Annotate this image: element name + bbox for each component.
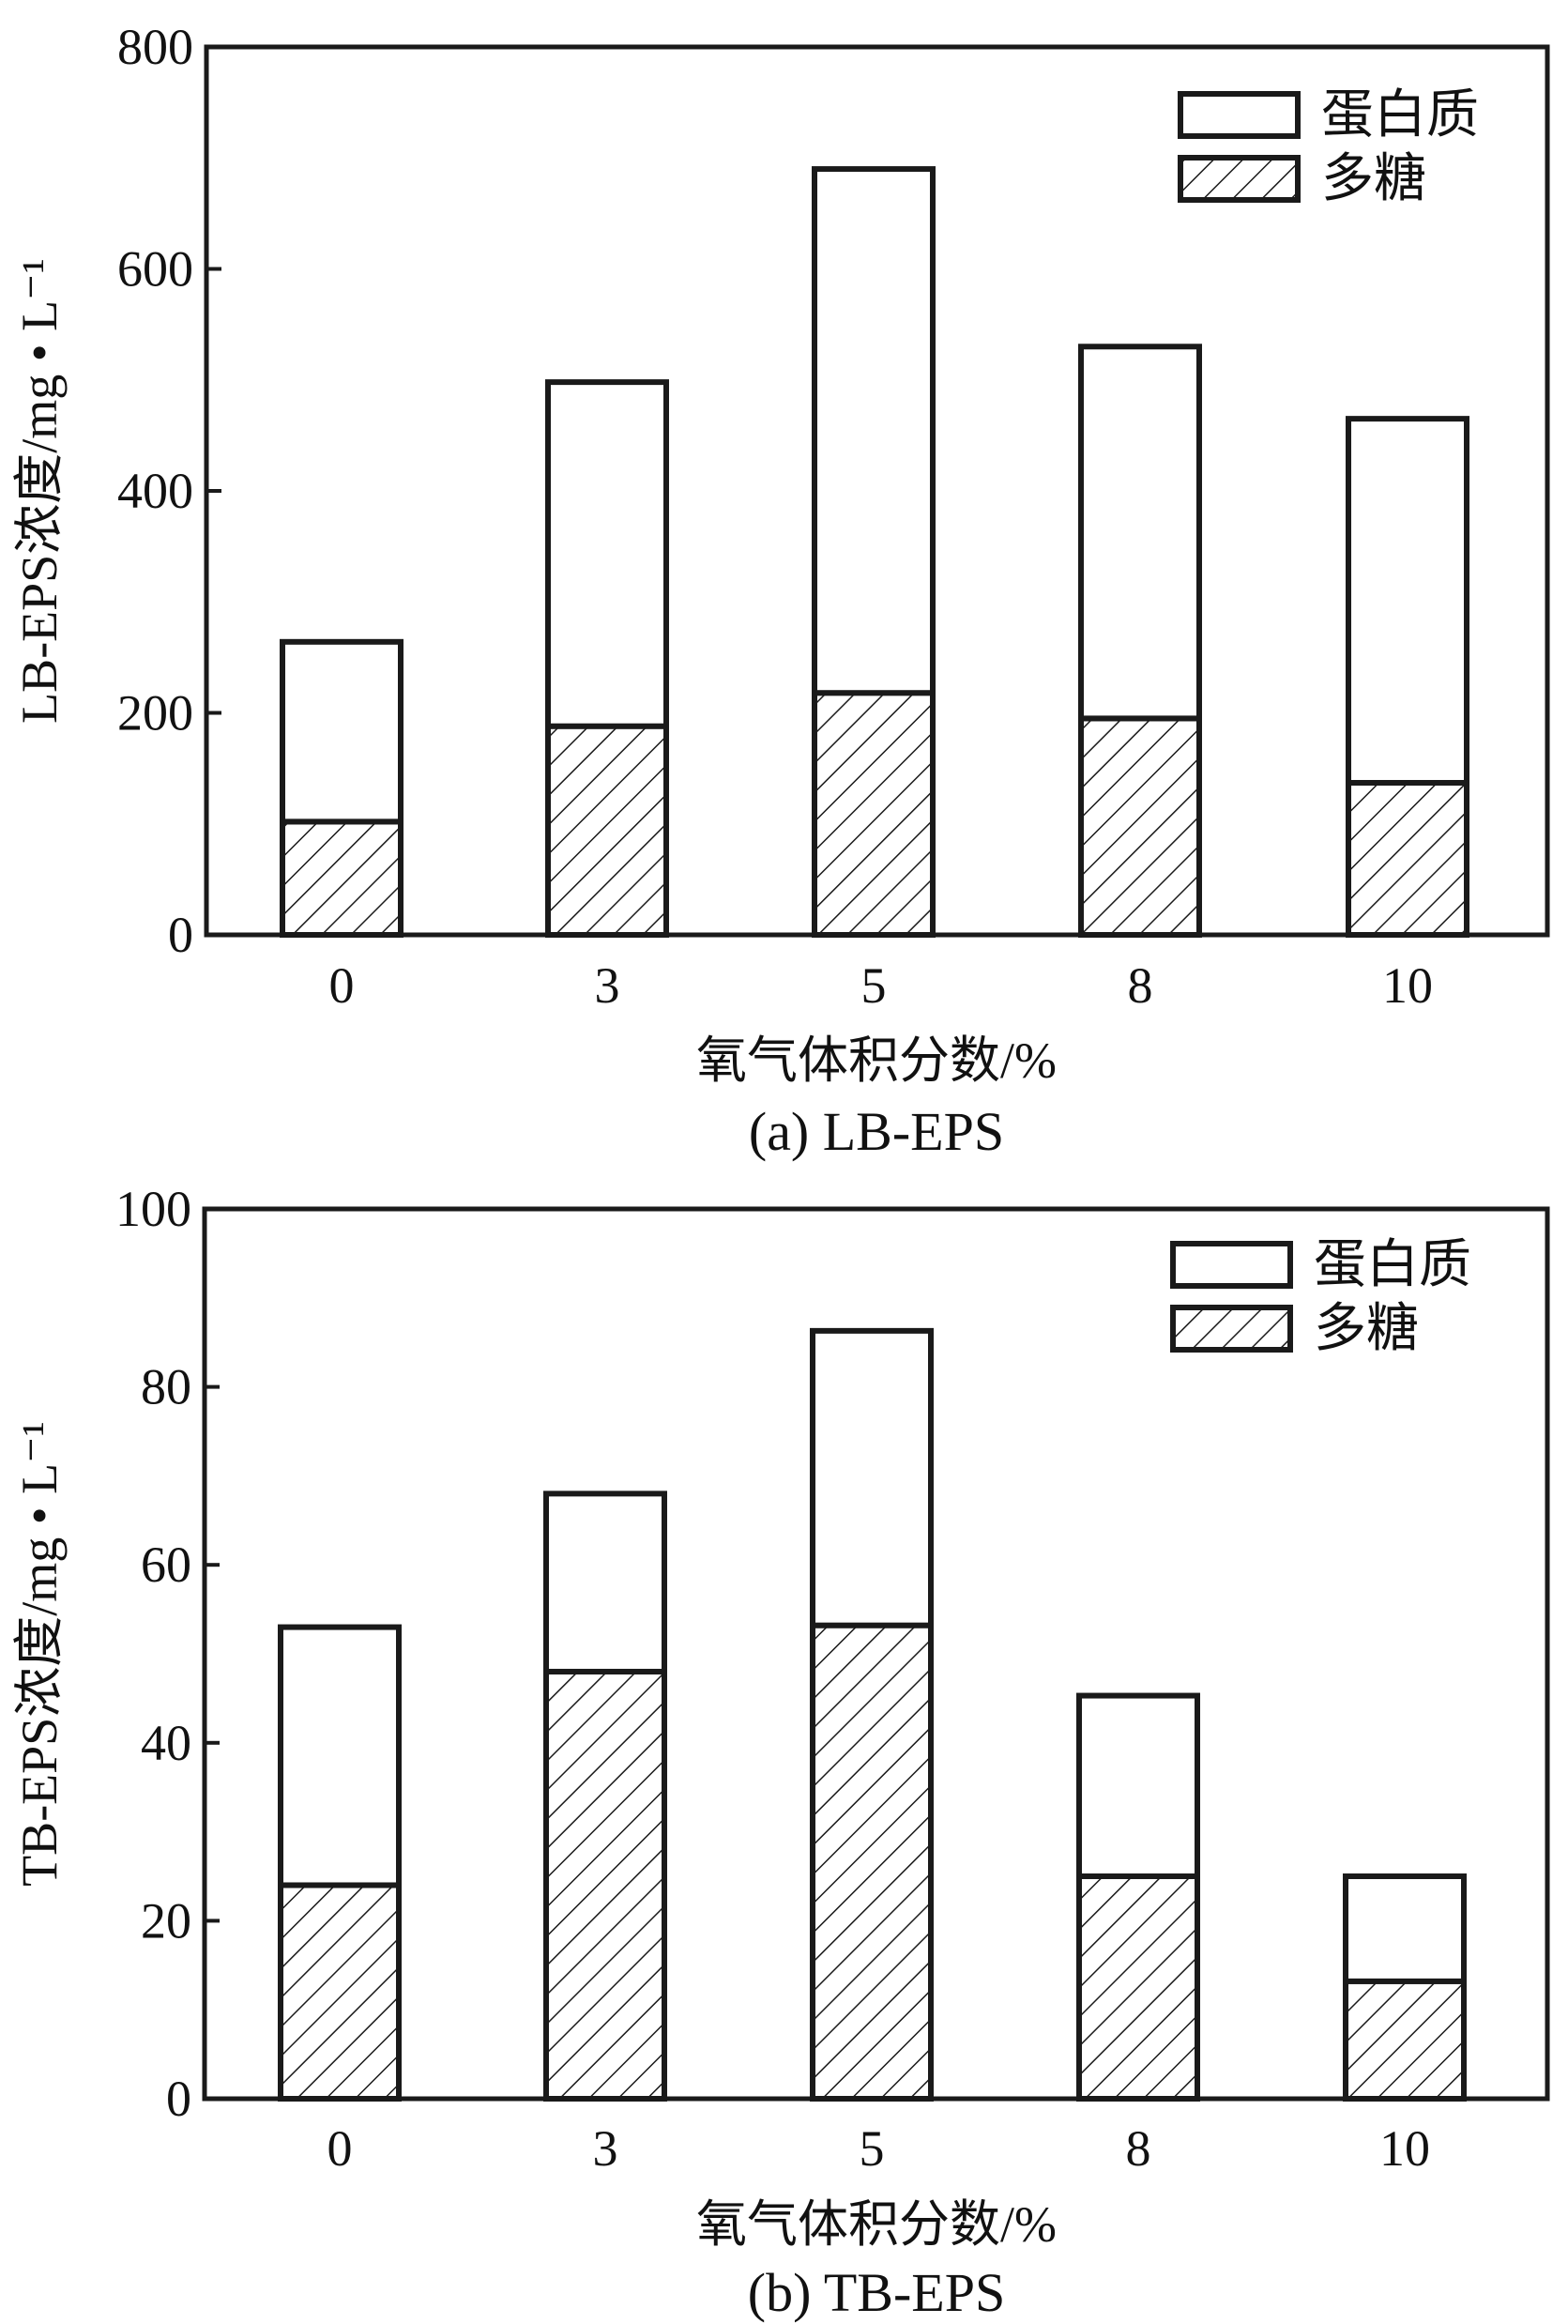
bars bbox=[278, 1327, 1467, 2102]
bar-polysaccharide bbox=[810, 1622, 934, 2102]
x-tick-label: 5 bbox=[860, 2120, 885, 2177]
x-tick-label: 3 bbox=[593, 2120, 618, 2177]
x-tick-label: 5 bbox=[861, 957, 887, 1014]
legend: 蛋白质 多糖 bbox=[1170, 1234, 1471, 1359]
bar-protein bbox=[1078, 344, 1202, 722]
y-axis: 0 200 400 600 800 bbox=[117, 19, 221, 963]
legend-swatch-polysaccharide bbox=[1178, 155, 1301, 203]
legend-label-protein: 蛋白质 bbox=[1314, 1234, 1471, 1295]
legend-label-polysaccharide: 多糖 bbox=[1321, 148, 1426, 209]
legend-swatch-protein bbox=[1178, 91, 1301, 139]
y-tick-label: 0 bbox=[166, 2071, 191, 2127]
chart-caption: (b) TB-EPS bbox=[748, 2262, 1005, 2323]
bar-protein bbox=[543, 1491, 667, 1674]
legend: 蛋白质 多糖 bbox=[1178, 84, 1479, 209]
x-tick-label: 8 bbox=[1128, 957, 1153, 1014]
bars bbox=[280, 166, 1469, 939]
bar-protein bbox=[812, 166, 936, 696]
chart-caption: (a) LB-EPS bbox=[749, 1101, 1004, 1162]
legend-label-protein: 蛋白质 bbox=[1321, 84, 1479, 145]
bar-polysaccharide bbox=[543, 1668, 667, 2102]
bar-protein bbox=[810, 1327, 934, 1628]
x-tick-label: 8 bbox=[1126, 2120, 1151, 2177]
bar-protein bbox=[1346, 416, 1469, 786]
x-axis: 0 3 5 8 10 bbox=[329, 957, 1434, 1014]
y-axis: 0 20 40 60 80 100 bbox=[115, 1181, 220, 2127]
x-tick-label: 0 bbox=[327, 2120, 353, 2177]
x-axis-label: 氧气体积分数/% bbox=[696, 1032, 1057, 1089]
y-tick-label: 100 bbox=[115, 1181, 191, 1237]
x-tick-label: 0 bbox=[329, 957, 355, 1014]
x-axis-label: 氧气体积分数/% bbox=[696, 2196, 1057, 2253]
bar-protein bbox=[280, 638, 403, 825]
y-tick-label: 80 bbox=[141, 1359, 191, 1415]
chart-panel-tb-eps: 0 20 40 60 80 100 0 3 5 8 10 蛋白质 多糖 TB-EPS浓度/mg •… bbox=[11, 1181, 1550, 2323]
legend-swatch-polysaccharide bbox=[1170, 1305, 1293, 1353]
x-tick-label: 10 bbox=[1379, 2120, 1430, 2177]
bar-protein bbox=[545, 379, 669, 729]
y-tick-label: 800 bbox=[117, 19, 193, 75]
bar-polysaccharide bbox=[1346, 779, 1469, 938]
y-tick-label: 400 bbox=[117, 463, 193, 519]
bar-protein bbox=[1343, 1873, 1467, 1984]
bar-polysaccharide bbox=[812, 690, 936, 939]
bar-polysaccharide bbox=[280, 818, 403, 939]
y-tick-label: 200 bbox=[117, 685, 193, 742]
bar-polysaccharide bbox=[1078, 715, 1202, 938]
chart-panel-lb-eps: 0 200 400 600 800 0 3 5 8 10 蛋白质 多糖 LB-EPS浓度/mg … bbox=[11, 19, 1550, 1162]
y-tick-label: 20 bbox=[141, 1892, 191, 1949]
bar-protein bbox=[1076, 1692, 1200, 1880]
bar-polysaccharide bbox=[1343, 1978, 1467, 2102]
bar-polysaccharide bbox=[278, 1882, 402, 2102]
x-axis: 0 3 5 8 10 bbox=[327, 2120, 1431, 2177]
x-tick-label: 10 bbox=[1382, 957, 1433, 1014]
bar-polysaccharide bbox=[545, 723, 669, 938]
bar-polysaccharide bbox=[1076, 1873, 1200, 2102]
y-axis-label: TB-EPS浓度/mg • L⁻¹ bbox=[11, 1421, 68, 1887]
x-tick-label: 3 bbox=[595, 957, 620, 1014]
y-tick-label: 60 bbox=[141, 1537, 191, 1593]
bar-protein bbox=[278, 1624, 402, 1888]
legend-label-polysaccharide: 多糖 bbox=[1314, 1298, 1419, 1359]
y-tick-label: 0 bbox=[168, 907, 193, 963]
legend-swatch-protein bbox=[1170, 1241, 1293, 1289]
y-axis-label: LB-EPS浓度/mg • L⁻¹ bbox=[11, 258, 68, 724]
y-tick-label: 40 bbox=[141, 1715, 191, 1771]
y-tick-label: 600 bbox=[117, 241, 193, 298]
